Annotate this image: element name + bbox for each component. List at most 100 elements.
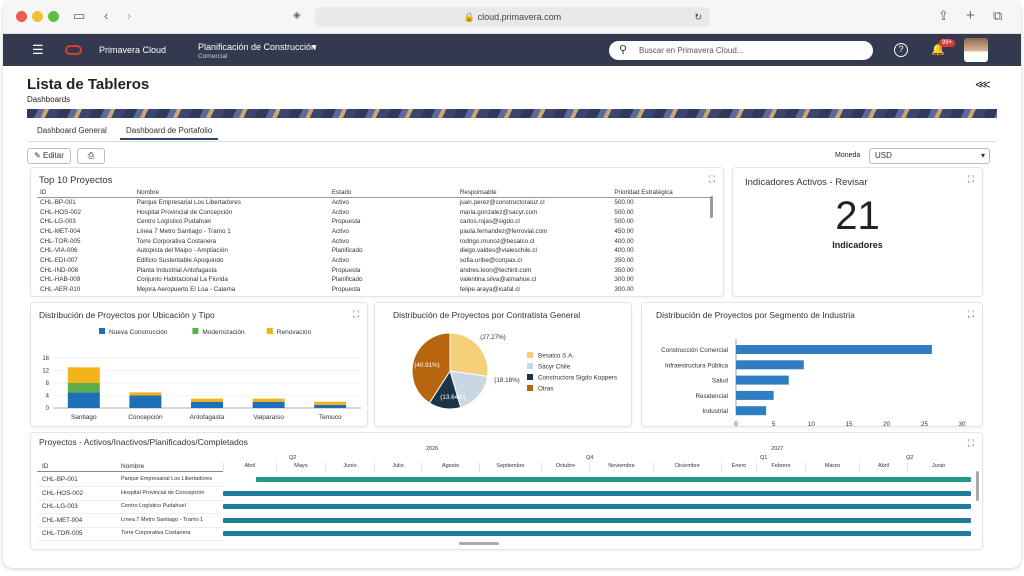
close-window-button[interactable]	[16, 11, 27, 22]
share-link-icon[interactable]: ⋘	[975, 79, 991, 91]
legend-swatch	[527, 363, 533, 369]
table-cell: Planificado	[331, 247, 363, 255]
project-id-link[interactable]: CHL-BP-001	[40, 199, 76, 207]
indicators-card: Indicadores Activos - Revisar ⛶ 21 Indic…	[732, 167, 983, 297]
pie-slice	[411, 332, 451, 404]
indicator-value: 21	[835, 194, 880, 238]
reload-icon[interactable]: ↻	[694, 12, 702, 22]
gantt-project-id[interactable]: CHL-TOR-005	[42, 530, 83, 537]
forward-icon[interactable]: ›	[127, 8, 132, 23]
industry-bar-chart: 0 5 10 15 20 25 30 Construcción Comercial Infrae…	[661, 339, 966, 427]
tabs-overview-icon[interactable]: ⧉	[993, 8, 1003, 23]
workspace-selector[interactable]: Planificación de Construcción	[198, 42, 317, 52]
gantt-bar[interactable]	[223, 504, 971, 509]
expand-icon[interactable]: ⛶	[352, 309, 359, 319]
minimize-window-button[interactable]	[32, 11, 43, 22]
help-icon[interactable]: ?	[894, 43, 908, 57]
back-icon[interactable]: ‹	[104, 8, 109, 23]
x-tick-label: Concepción	[128, 414, 163, 421]
table-cell: 500.00	[614, 199, 634, 207]
bell-icon[interactable]: 🔔	[931, 44, 945, 56]
chevron-down-icon[interactable]: ▾	[312, 42, 317, 52]
gantt-project-id[interactable]: CHL-BP-001	[42, 476, 78, 483]
gantt-project-name: Línea 7 Metro Santiago - Tramo 1	[121, 516, 204, 523]
horizontal-scrollbar[interactable]	[459, 542, 499, 545]
x-tick-label: Valparaíso	[253, 414, 284, 421]
expand-icon[interactable]: ⛶	[967, 309, 974, 319]
gantt-bar[interactable]	[223, 517, 971, 523]
project-id-link[interactable]: CHL-IND-008	[40, 266, 79, 274]
top10-title: Top 10 Proyectos	[39, 175, 113, 186]
tab-dashboard-portafolio[interactable]: Dashboard de Portafolio	[120, 126, 219, 140]
gantt-project-id[interactable]: CHL-LG-003	[42, 503, 78, 510]
vertical-scrollbar[interactable]	[976, 471, 979, 501]
project-id-link[interactable]: CHL-VIA-006	[40, 247, 78, 255]
maximize-window-button[interactable]	[48, 11, 59, 22]
print-button[interactable]: ⎙	[77, 148, 105, 164]
legend-label: Otras	[538, 386, 553, 393]
gantt-project-id[interactable]: CHL-MET-004	[42, 516, 83, 524]
table-row: CHL-VIA-006 Autopista del Maipo - Ampliac…	[37, 246, 713, 256]
indicator-label: Indicadores	[832, 240, 883, 250]
page-content: Lista de Tableros Dashboards ⋘ Dashboard…	[3, 66, 1021, 568]
gantt-bar[interactable]	[223, 490, 971, 496]
currency-select[interactable]: USD ▾	[869, 148, 990, 164]
expand-icon[interactable]: ⛶	[967, 438, 974, 448]
sidebar-toggle-icon[interactable]: ▭	[73, 8, 86, 23]
print-icon: ⎙	[87, 151, 95, 160]
month-label: Abril	[859, 463, 907, 471]
project-id-link[interactable]: CHL-LG-003	[40, 218, 76, 226]
table-cell: Activo	[331, 227, 349, 235]
gantt-project-id[interactable]: CHL-HOS-002	[42, 489, 83, 497]
avatar[interactable]	[964, 38, 988, 62]
table-cell: 350.00	[614, 266, 634, 274]
scrollbar[interactable]	[710, 196, 713, 218]
table-cell: Activo	[331, 256, 349, 264]
bar-segment	[129, 395, 162, 408]
quarter-label: Q4	[586, 455, 594, 461]
table-cell: 400.00	[614, 237, 634, 245]
share-icon[interactable]: ⇪	[938, 8, 949, 23]
bar	[736, 375, 789, 385]
project-id-link[interactable]: CHL-EDI-007	[40, 256, 78, 264]
table-cell: 400.00	[614, 247, 634, 255]
legend-label: Sacyr Chile	[538, 364, 571, 371]
y-tick-label: 8	[46, 381, 50, 387]
address-bar[interactable]: 🔒 cloud.primavera.com ↻	[315, 7, 710, 27]
menu-icon[interactable]: ☰	[32, 42, 44, 57]
url-text: cloud.primavera.com	[477, 12, 562, 22]
table-cell: andres.leon@techint.com	[459, 266, 532, 274]
table-row: CHL-BP-001 Parque Empresarial Los Liberta…	[37, 198, 713, 208]
location-chart-card: Distribución de Proyectos por Ubicación …	[30, 302, 368, 427]
table-cell: Activo	[331, 199, 349, 207]
gantt-card: Proyectos - Activos/Inactivos/Planificad…	[30, 432, 983, 550]
x-tick-label: 20	[883, 421, 891, 427]
gantt-bar[interactable]	[256, 477, 971, 482]
table-cell: Planificado	[331, 276, 363, 284]
project-id-link[interactable]: CHL-HOS-002	[40, 208, 81, 216]
project-id-link[interactable]: CHL-AER-010	[40, 286, 81, 294]
edit-button[interactable]: ✎ Editar	[27, 148, 71, 164]
y-tick-label: 0	[46, 406, 50, 412]
tab-dashboard-general[interactable]: Dashboard General	[37, 126, 107, 135]
gantt-bar[interactable]	[223, 531, 971, 536]
x-tick-label: 15	[845, 421, 853, 427]
global-search-input[interactable]: ⚲ Buscar en Primavera Cloud...	[609, 41, 873, 60]
table-cell: Hospital Provincial de Concepción	[136, 208, 233, 216]
table-header-row: ID Nombre Estado Responsable Prioridad Estra…	[37, 188, 713, 198]
month-label: Agosto	[421, 463, 479, 471]
y-tick-label: Salud	[712, 378, 729, 385]
workspace-subtitle: Comercial	[198, 53, 228, 60]
expand-icon[interactable]: ⛶	[708, 174, 715, 184]
expand-icon[interactable]: ⛶	[967, 174, 974, 184]
project-id-link[interactable]: CHL-HAB-009	[40, 276, 81, 284]
table-cell: Planta Industrial Antofagasta	[136, 266, 217, 274]
project-id-link[interactable]: CHL-MET-004	[40, 227, 81, 235]
new-tab-icon[interactable]: +	[966, 7, 975, 24]
project-id-link[interactable]: CHL-TOR-005	[40, 237, 81, 245]
pie-data-label: (13.64%)	[440, 394, 466, 401]
month-label: Junio	[907, 463, 969, 471]
currency-value: USD	[875, 151, 892, 160]
industry-chart-title: Distribución de Proyectos por Segmento d…	[656, 310, 855, 320]
month-label: Marzo	[805, 463, 859, 471]
